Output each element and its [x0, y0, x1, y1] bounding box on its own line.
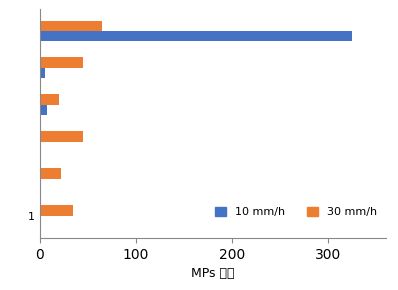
- Bar: [40, 105, 47, 115]
- Bar: [40, 205, 74, 216]
- Bar: [40, 68, 45, 78]
- Bar: [40, 168, 61, 179]
- Bar: [40, 216, 41, 226]
- Bar: [40, 21, 102, 31]
- Legend: 10 mm/h, 30 mm/h: 10 mm/h, 30 mm/h: [211, 204, 380, 221]
- Bar: [40, 57, 83, 68]
- Bar: [40, 95, 59, 105]
- Bar: [40, 31, 352, 41]
- Bar: [40, 131, 83, 142]
- X-axis label: MPs 개수: MPs 개수: [191, 267, 235, 280]
